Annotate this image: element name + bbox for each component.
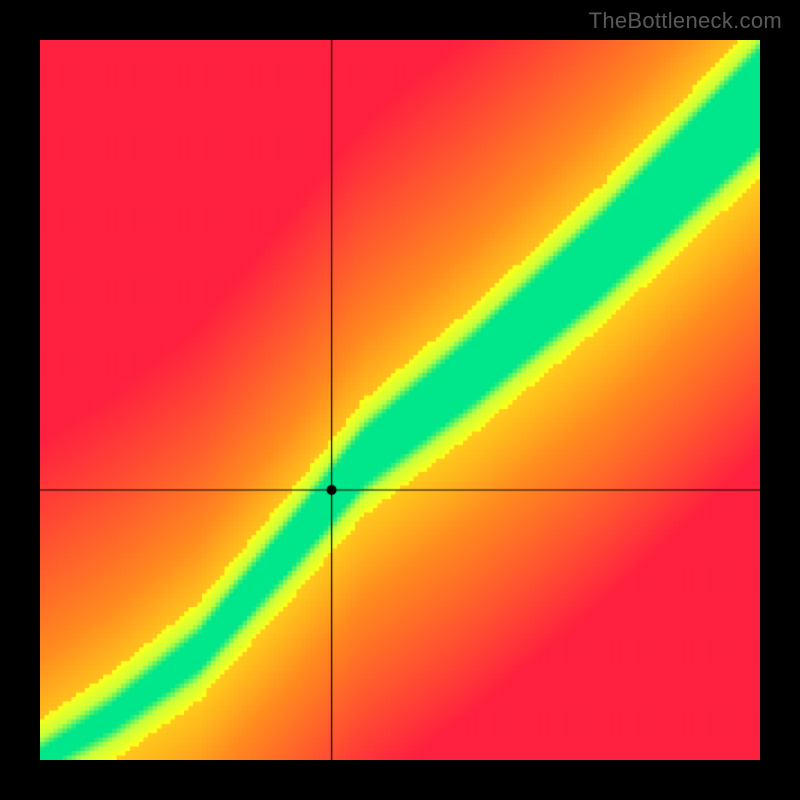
heatmap-plot [40,40,760,760]
chart-container: TheBottleneck.com [0,0,800,800]
watermark-text: TheBottleneck.com [589,8,782,34]
heatmap-canvas [40,40,760,760]
